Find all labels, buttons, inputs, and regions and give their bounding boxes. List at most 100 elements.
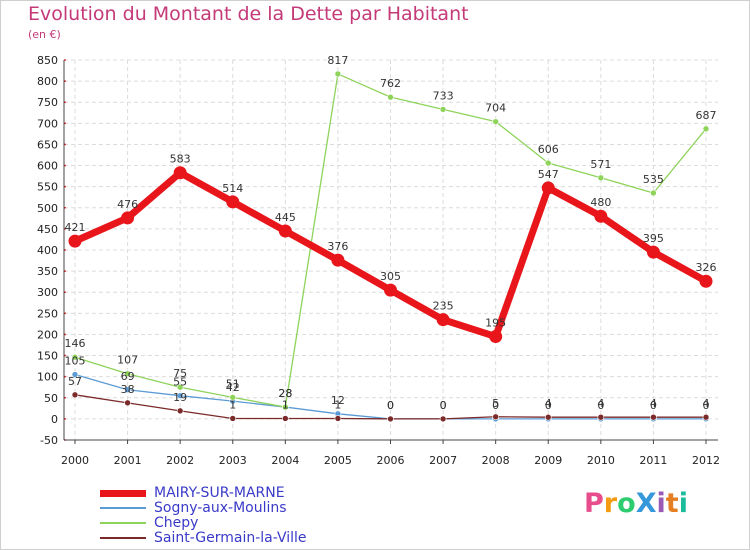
- data-label: 57: [68, 375, 82, 388]
- y-tick-label: 450: [37, 223, 58, 236]
- x-tick-label: 2000: [61, 454, 89, 467]
- data-point: [544, 159, 552, 167]
- x-tick-label: 2011: [639, 454, 667, 467]
- data-point: [121, 211, 135, 225]
- data-point: [282, 415, 289, 422]
- data-label: 583: [170, 153, 191, 166]
- data-label: 480: [590, 196, 611, 209]
- data-label: 0: [492, 399, 499, 412]
- data-label: 1: [229, 398, 236, 411]
- data-point: [650, 413, 657, 421]
- data-point: [597, 174, 605, 182]
- x-tick-label: 2001: [114, 454, 142, 467]
- data-label: 704: [485, 102, 506, 115]
- data-label: 687: [696, 109, 717, 122]
- data-label: 105: [65, 355, 86, 368]
- data-point: [699, 274, 713, 288]
- data-point: [278, 224, 292, 238]
- data-point: [492, 118, 499, 125]
- data-label: 69: [121, 370, 135, 383]
- data-point: [173, 166, 187, 180]
- data-label: 235: [433, 300, 454, 313]
- data-label: 514: [222, 182, 243, 195]
- data-label: 38: [121, 383, 135, 396]
- logo-letter: X: [635, 488, 657, 519]
- data-label: 5: [492, 397, 499, 410]
- data-point: [439, 106, 447, 113]
- data-point: [436, 313, 450, 327]
- y-tick-mark: [64, 417, 66, 420]
- data-point: [650, 189, 657, 197]
- data-point: [702, 125, 710, 133]
- data-point: [68, 234, 82, 248]
- data-label: 0: [545, 399, 552, 412]
- y-tick-mark: [64, 333, 66, 336]
- data-point: [384, 283, 397, 297]
- y-tick-mark: [64, 227, 66, 230]
- y-tick-label: 800: [37, 75, 58, 88]
- legend-swatch: [100, 522, 146, 524]
- data-label: 0: [387, 399, 394, 412]
- data-point: [176, 407, 184, 415]
- y-tick-mark: [64, 164, 66, 167]
- data-label: 817: [327, 54, 348, 67]
- logo-letter: t: [665, 488, 679, 519]
- data-point: [594, 209, 608, 223]
- data-point: [334, 70, 342, 78]
- x-tick-label: 2007: [429, 454, 457, 467]
- y-tick-mark: [64, 101, 66, 104]
- data-label: 395: [643, 232, 664, 245]
- y-tick-mark: [64, 143, 66, 146]
- x-tick-label: 2005: [324, 454, 352, 467]
- data-label: 42: [226, 381, 240, 394]
- y-tick-mark: [64, 291, 66, 294]
- data-label: 0: [440, 399, 447, 412]
- data-point: [124, 386, 131, 394]
- y-tick-label: -50: [40, 434, 58, 447]
- data-point: [439, 415, 447, 423]
- legend-label: MAIRY-SUR-MARNE: [154, 485, 285, 501]
- x-tick-label: 2003: [219, 454, 247, 467]
- data-point: [597, 413, 605, 421]
- y-tick-label: 550: [37, 181, 58, 194]
- data-label: 4: [650, 397, 657, 410]
- data-label: 28: [278, 387, 292, 400]
- data-point: [331, 253, 345, 267]
- y-tick-mark: [64, 249, 66, 251]
- y-tick-label: 850: [37, 54, 58, 67]
- data-label: 4: [703, 397, 710, 410]
- x-tick-label: 2004: [271, 454, 299, 467]
- data-label: 0: [597, 399, 604, 412]
- legend-label: Saint-Germain-la-Ville: [154, 530, 307, 546]
- data-point: [124, 399, 131, 407]
- data-point: [702, 413, 710, 421]
- data-point: [646, 245, 660, 259]
- logo-letter: o: [617, 488, 636, 519]
- data-label: 4: [545, 397, 552, 410]
- y-tick-label: 500: [37, 202, 58, 215]
- logo-letter: P: [584, 488, 604, 519]
- x-tick-label: 2009: [534, 454, 562, 467]
- y-tick-label: 50: [44, 392, 58, 405]
- data-label: 195: [485, 317, 506, 330]
- data-label: 107: [117, 354, 138, 367]
- data-label: 326: [696, 261, 717, 274]
- legend-swatch: [100, 490, 146, 497]
- data-label: 0: [440, 399, 447, 412]
- data-label: 51: [226, 377, 240, 390]
- y-tick-label: 650: [37, 138, 58, 151]
- data-label: 421: [65, 221, 86, 234]
- data-point: [176, 392, 184, 399]
- legend-label: Chepy: [154, 515, 199, 531]
- y-tick-mark: [64, 185, 66, 188]
- y-tick-label: 200: [37, 328, 58, 341]
- data-point: [226, 195, 240, 209]
- data-point: [387, 93, 394, 101]
- data-point: [229, 394, 237, 401]
- y-tick-mark: [64, 396, 66, 399]
- data-point: [71, 391, 79, 399]
- data-label: 146: [65, 337, 86, 350]
- data-label: 571: [590, 158, 611, 171]
- y-tick-label: 700: [37, 117, 58, 130]
- legend-swatch: [100, 537, 146, 539]
